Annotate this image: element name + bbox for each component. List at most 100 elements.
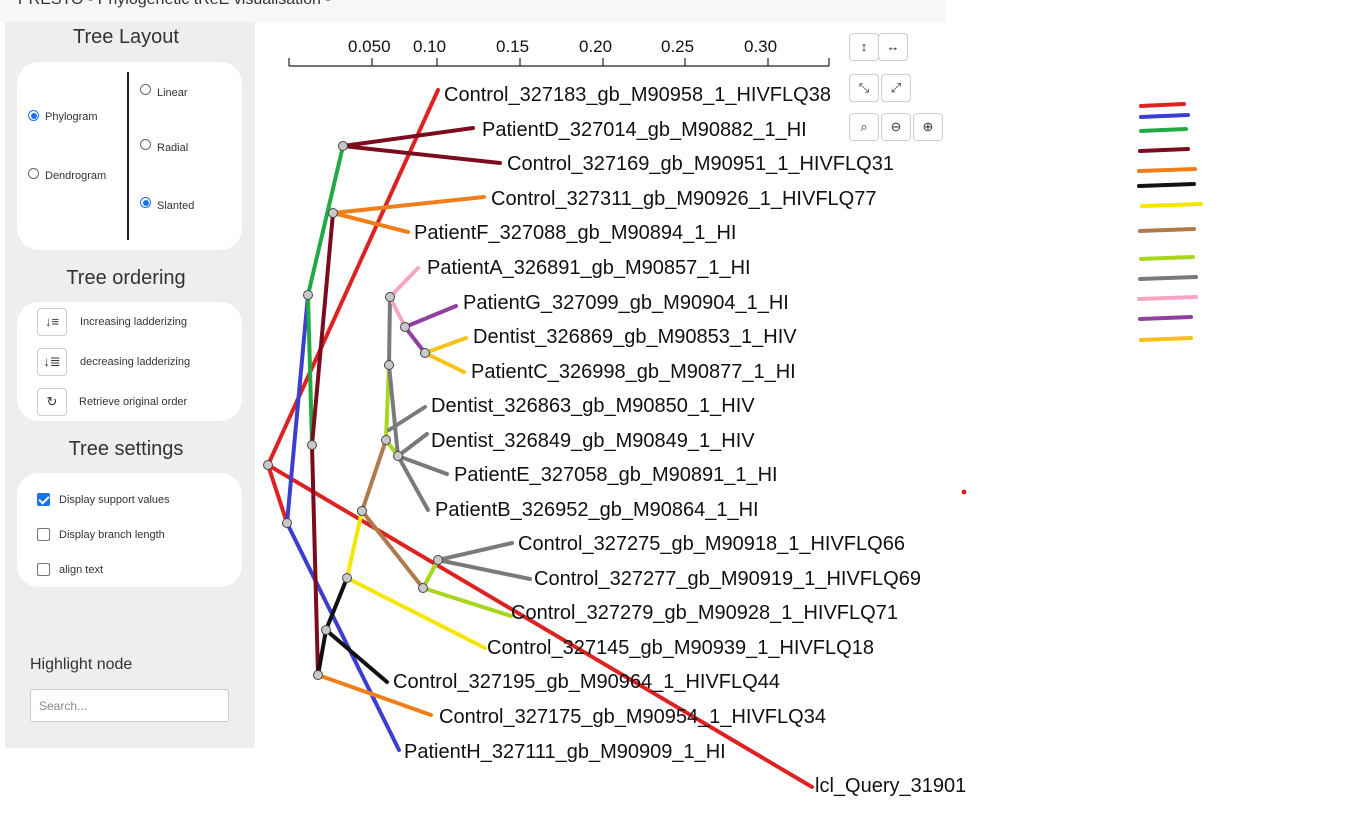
branch[interactable] [341,126,475,148]
tree-node[interactable] [321,625,331,635]
branch[interactable] [403,325,427,355]
leaf-label[interactable]: Control_327175_gb_M90954_1_HIVFLQ34 [439,706,826,728]
branch[interactable] [403,304,458,329]
phylogram-radio[interactable] [28,110,39,121]
tree-nodes[interactable] [263,141,443,680]
branch[interactable] [316,628,328,677]
leaf-label[interactable]: Dentist_326869_gb_M90853_1_HIV [473,326,797,348]
tree-branches[interactable] [266,88,814,789]
branch[interactable] [423,336,468,355]
expand-horizontal-button[interactable]: ↔ [878,33,908,61]
tree-node[interactable] [338,141,348,151]
leaf-label[interactable]: Control_327279_gb_M90928_1_HIVFLQ71 [511,602,898,624]
branch[interactable] [360,438,388,513]
tree-node[interactable] [303,290,313,300]
leaf-label[interactable]: Control_327275_gb_M90918_1_HIVFLQ66 [518,533,905,555]
zoom-reset-button[interactable]: ⌕ [849,113,879,141]
compress-vertical-button[interactable]: ⤡ [849,74,879,102]
tree-node[interactable] [420,348,430,358]
branch[interactable] [324,628,389,684]
branch[interactable] [396,454,449,476]
leaf-label[interactable]: PatientC_326998_gb_M90877_1_HI [471,361,796,383]
leaf-label[interactable]: PatientH_327111_gb_M90909_1_HI [404,741,726,763]
branch[interactable] [423,351,466,374]
leaf-label[interactable]: PatientG_327099_gb_M90904_1_HI [463,292,789,314]
dendrogram-radio[interactable] [28,168,39,179]
display-support-values-checkbox[interactable] [37,493,50,506]
compress-horizontal-button[interactable]: ⤢ [881,74,911,102]
leaf-label[interactable]: Control_327169_gb_M90951_1_HIVFLQ31 [507,153,894,175]
branch[interactable] [316,673,433,717]
sort-ascending-icon[interactable]: ↓≡ [37,308,67,336]
branch[interactable] [396,432,429,458]
zoom-out-button[interactable]: ⊖ [881,113,911,141]
expand-vertical-button[interactable]: ↕ [849,33,879,61]
branch[interactable] [306,144,345,297]
tree-node[interactable] [263,460,273,470]
leaf-label[interactable]: PatientE_327058_gb_M90891_1_HI [454,464,778,486]
branch[interactable] [310,211,335,447]
leaf-labels[interactable]: Control_327183_gb_M90958_1_HIVFLQ38 Patie… [393,84,966,797]
leaf-label[interactable]: lcl_Query_31901 [815,775,966,797]
tree-node[interactable] [400,322,410,332]
branch[interactable] [285,521,401,752]
branch[interactable] [331,195,486,215]
leaf-label[interactable]: Control_327195_gb_M90964_1_HIVFLQ44 [393,671,780,693]
align-text-checkbox[interactable] [37,563,50,576]
tree-node[interactable] [418,583,428,593]
leaf-label[interactable]: Dentist_326849_gb_M90849_1_HIV [431,430,755,452]
linear-radio[interactable] [140,84,151,95]
branch[interactable] [396,454,430,512]
leaf-label[interactable]: PatientA_326891_gb_M90857_1_HI [427,257,751,279]
branch[interactable] [266,463,289,525]
branch[interactable] [360,509,425,590]
branch[interactable] [436,558,532,581]
branch[interactable] [331,211,410,234]
zoom-in-button[interactable]: ⊕ [913,113,943,141]
branch[interactable] [310,443,320,677]
tree-node[interactable] [342,573,352,583]
increasing-ladderizing-label[interactable]: Increasing ladderizing [80,316,188,328]
radial-radio[interactable] [140,139,151,150]
leaf-label[interactable]: PatientB_326952_gb_M90864_1_HI [435,499,759,521]
tree-node[interactable] [381,435,391,445]
tree-node[interactable] [328,208,338,218]
leaf-label[interactable]: Control_327145_gb_M90939_1_HIVFLQ18 [487,637,874,659]
branch[interactable] [306,293,314,447]
branch[interactable] [345,576,487,650]
branch[interactable] [436,541,514,562]
leaf-label[interactable]: PatientD_327014_gb_M90882_1_HI [482,119,807,141]
retrieve-original-order-label[interactable]: Retrieve original order [79,396,188,408]
tree-node[interactable] [385,292,395,302]
branch[interactable] [345,509,364,580]
leaf-label[interactable]: Control_327311_gb_M90926_1_HIVFLQ77 [491,188,876,210]
tree-node[interactable] [313,670,323,680]
slanted-radio[interactable] [140,197,151,208]
tree-node[interactable] [433,555,443,565]
branch[interactable] [324,576,349,632]
branch[interactable] [421,586,513,618]
branch[interactable] [285,293,310,525]
leaf-label[interactable]: Control_327183_gb_M90958_1_HIVFLQ38 [444,84,831,106]
branch[interactable] [341,144,502,165]
display-branch-length-checkbox[interactable] [37,528,50,541]
branch[interactable] [388,266,420,299]
leaf-label[interactable]: Control_327277_gb_M90919_1_HIVFLQ69 [534,568,921,590]
refresh-icon[interactable]: ↻ [37,388,67,416]
leaf-label[interactable]: Dentist_326863_gb_M90850_1_HIV [431,395,755,417]
branch[interactable] [421,558,440,590]
branch[interactable] [387,363,400,458]
leaf-label[interactable]: PatientF_327088_gb_M90894_1_HI [414,222,736,244]
tree-node[interactable] [384,360,394,370]
tree-node[interactable] [307,440,317,450]
branch[interactable] [387,295,392,367]
tree-node[interactable] [393,451,403,461]
tree-node[interactable] [282,518,292,528]
decreasing-ladderizing-label[interactable]: decreasing ladderizing [80,356,191,368]
highlight-search-input[interactable] [30,689,229,722]
branch[interactable] [387,405,427,432]
sort-descending-icon[interactable]: ↓≣ [37,348,67,376]
tree-node[interactable] [357,506,367,516]
branch[interactable] [388,295,407,329]
